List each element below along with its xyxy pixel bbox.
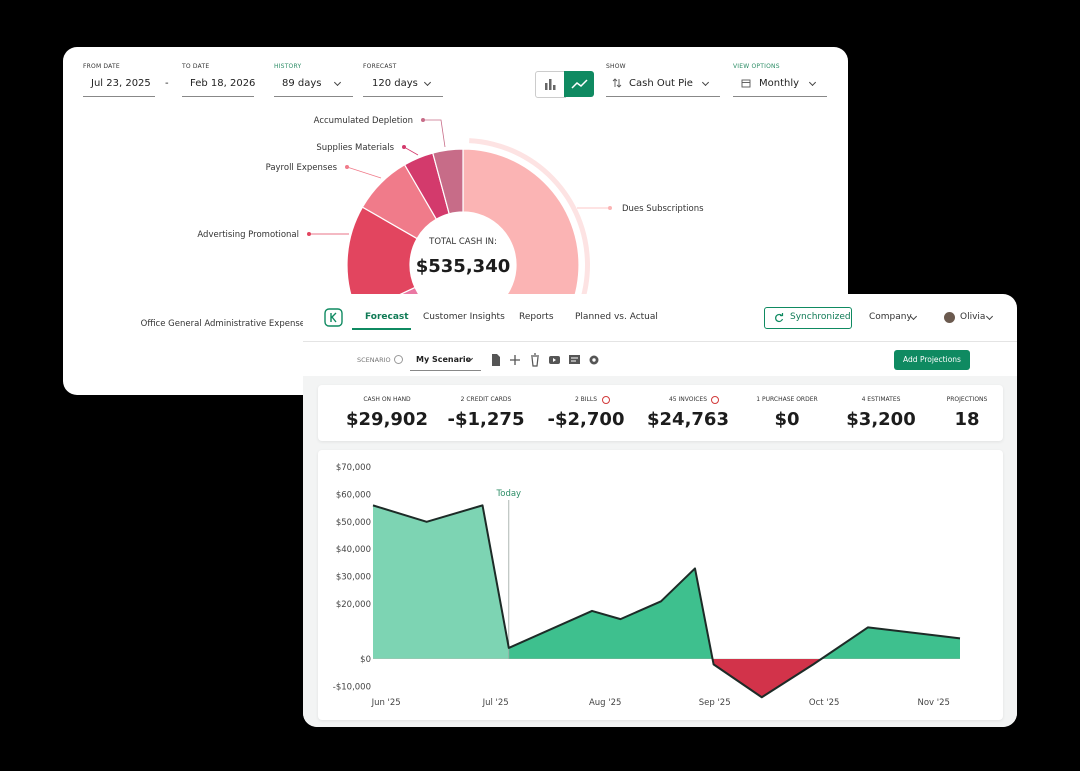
slice-label: Accumulated Depletion xyxy=(314,116,413,126)
today-label: Today xyxy=(496,489,522,499)
stat-label: 4 ESTIMATES xyxy=(861,396,901,403)
help-icon[interactable] xyxy=(394,355,403,364)
scenario-label: SCENARIO xyxy=(357,356,391,364)
filter-value[interactable]: 89 days xyxy=(282,78,322,89)
underline xyxy=(83,96,155,97)
y-tick-label: $70,000 xyxy=(336,463,371,473)
x-tick-label: Nov '25 xyxy=(917,698,949,708)
scenario-select[interactable]: My Scenario xyxy=(416,355,472,364)
filter-label: FROM DATE xyxy=(83,63,120,70)
company-menu[interactable]: Company xyxy=(869,312,912,322)
y-tick-label: $20,000 xyxy=(336,600,371,610)
underline xyxy=(606,96,720,97)
nav-tab[interactable]: Planned vs. Actual xyxy=(575,312,658,322)
avatar[interactable] xyxy=(944,312,955,323)
nav-tab[interactable]: Customer Insights xyxy=(423,312,505,322)
stat-label: PROJECTIONS xyxy=(946,396,988,403)
slice-label: Office General Administrative Expense xyxy=(141,319,305,329)
x-tick-label: Jul '25 xyxy=(482,698,509,708)
underline xyxy=(182,96,254,97)
filter-value[interactable]: Monthly xyxy=(759,78,800,89)
sync-icon xyxy=(775,313,784,323)
underline xyxy=(363,96,443,97)
x-tick-label: Oct '25 xyxy=(809,698,840,708)
leader-dot xyxy=(421,118,425,122)
slice-label: Supplies Materials xyxy=(316,143,394,153)
underline xyxy=(733,96,827,97)
leader-line xyxy=(403,146,419,156)
divider xyxy=(303,341,1017,342)
stat-value: -$1,275 xyxy=(447,409,525,430)
date-separator: - xyxy=(165,78,169,89)
leader-dot xyxy=(402,145,406,149)
center-value: $535,340 xyxy=(416,256,511,277)
stat-value: $24,763 xyxy=(647,409,729,430)
stat-label: 2 BILLS xyxy=(574,396,598,403)
y-tick-label: $30,000 xyxy=(336,573,371,583)
leader-dot xyxy=(307,232,311,236)
area xyxy=(373,505,960,698)
filter-label: TO DATE xyxy=(182,63,210,70)
nav-tab[interactable]: Reports xyxy=(519,312,554,322)
filter-label: SHOW xyxy=(606,63,626,70)
line-icon xyxy=(571,79,588,89)
filter-label: FORECAST xyxy=(363,63,397,70)
leader-line xyxy=(423,119,446,148)
filter-label: HISTORY xyxy=(274,63,302,70)
bar-view-button[interactable] xyxy=(535,71,566,98)
slice-label: Payroll Expenses xyxy=(266,163,338,173)
filter-value[interactable]: Cash Out Pie xyxy=(629,78,693,89)
y-tick-label: $60,000 xyxy=(336,490,371,500)
stat-value: -$2,700 xyxy=(547,409,625,430)
stat-value: $0 xyxy=(774,409,800,430)
slice-label: Advertising Promotional xyxy=(197,230,299,240)
stat-label: 1 PURCHASE ORDER xyxy=(756,396,818,403)
x-tick-label: Aug '25 xyxy=(589,698,621,708)
stat-value: $3,200 xyxy=(846,409,916,430)
filter-label: VIEW OPTIONS xyxy=(733,63,780,70)
filter-value[interactable]: Feb 18, 2026 xyxy=(190,78,256,89)
y-tick-label: $0 xyxy=(360,655,371,665)
info-icon xyxy=(601,396,610,404)
leader-dot xyxy=(345,165,349,169)
user-menu[interactable]: Olivia xyxy=(960,312,986,322)
scenario-toolbar[interactable] xyxy=(490,353,600,367)
add-projections-button[interactable]: Add Projections xyxy=(894,350,970,370)
slice-label: Dues Subscriptions xyxy=(622,204,704,214)
leader-dot xyxy=(608,206,612,210)
donut-hole xyxy=(410,212,516,318)
y-tick-label: $40,000 xyxy=(336,545,371,555)
calendar-icon xyxy=(741,79,751,88)
sync-button[interactable]: Synchronized xyxy=(764,307,852,329)
filter-value[interactable]: Jul 23, 2025 xyxy=(91,78,151,89)
stat-label: CASH ON HAND xyxy=(363,396,411,403)
logo[interactable] xyxy=(324,308,343,327)
sort-icon xyxy=(612,78,622,88)
leader-line xyxy=(346,166,382,179)
underline xyxy=(410,370,481,371)
line xyxy=(372,504,961,699)
y-tick-label: -$10,000 xyxy=(333,682,371,692)
y-tick-label: $50,000 xyxy=(336,518,371,528)
stat-value: 18 xyxy=(954,409,980,430)
area-chart: $70,000 $60,000 $50,000 $40,000 $30,000 $20,0… xyxy=(333,463,961,708)
underline xyxy=(274,96,353,97)
center-label: TOTAL CASH IN: xyxy=(428,237,497,247)
x-tick-label: Jun '25 xyxy=(371,698,401,708)
info-icon xyxy=(710,396,719,404)
active-tab-underline xyxy=(352,328,411,330)
x-tick-label: Sep '25 xyxy=(699,698,731,708)
sync-label: Synchronized xyxy=(790,312,851,322)
negative-area xyxy=(373,658,960,698)
stat-label: 45 INVOICES xyxy=(668,396,708,403)
bar-icon xyxy=(545,79,556,90)
filter-value[interactable]: 120 days xyxy=(372,78,418,89)
stat-value: $29,902 xyxy=(346,409,428,430)
line-view-button[interactable] xyxy=(564,71,594,97)
stat-label: 2 CREDIT CARDS xyxy=(460,396,512,403)
stats-panel xyxy=(318,385,1003,441)
nav-tab[interactable]: Forecast xyxy=(365,312,409,322)
